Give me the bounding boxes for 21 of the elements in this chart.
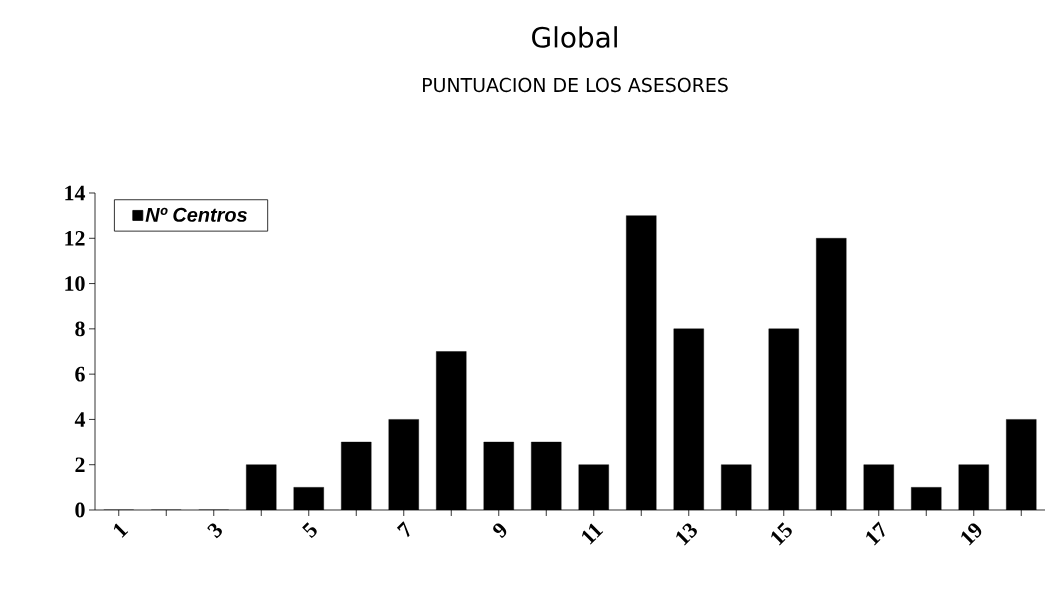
x-tick-label: 19: [961, 523, 982, 546]
x-tick-label: 15: [771, 522, 792, 546]
x-tick-label: 13: [676, 523, 697, 546]
y-tick-label: 10: [65, 276, 85, 291]
y-tick-label: 14: [65, 185, 86, 201]
y-tick-label: 0: [75, 502, 85, 518]
x-tick-label: 5: [302, 522, 317, 539]
legend-label: Nº Centros: [145, 207, 247, 222]
x-tick-label: 17: [866, 521, 885, 546]
y-tick-label: 2: [75, 457, 85, 472]
chart-title: Global: [532, 26, 617, 48]
x-tick-label: 3: [207, 523, 222, 539]
y-tick-label: 6: [75, 366, 85, 382]
chart-subtitle: PUNTUACION DE LOS ASESORES: [423, 77, 728, 93]
x-tick-label: 11: [582, 523, 604, 545]
y-tick-label: 12: [65, 231, 85, 246]
y-tick-label: 8: [75, 321, 85, 337]
x-tick-label: 7: [396, 521, 410, 538]
x-tick-label: 1: [113, 523, 129, 538]
y-tick-label: 4: [74, 412, 86, 427]
x-tick-label: 9: [493, 523, 507, 538]
